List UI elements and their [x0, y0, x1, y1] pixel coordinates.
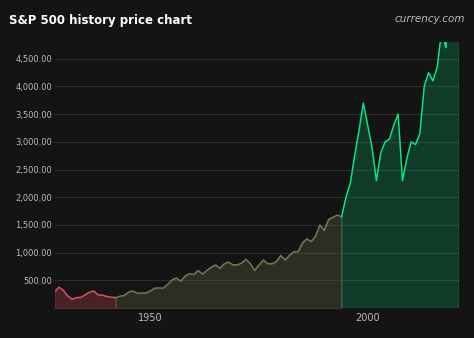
Text: currency.com: currency.com [394, 14, 465, 24]
Text: S&P 500 history price chart: S&P 500 history price chart [9, 14, 192, 26]
